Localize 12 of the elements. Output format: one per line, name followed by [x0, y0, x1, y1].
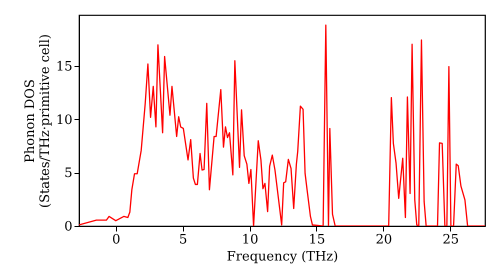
y-tick-label: 10	[56, 112, 72, 128]
x-tick-label: 25	[442, 232, 459, 248]
y-axis-title: Phonon DOS (States/THz·primitive cell)	[22, 34, 53, 208]
x-tick-label: 5	[179, 232, 188, 248]
x-tick-label: 0	[112, 232, 120, 248]
x-axis-title: Frequency (THz)	[226, 250, 338, 264]
y-tick-label: 5	[64, 166, 72, 182]
y-tick-label: 15	[56, 60, 72, 75]
x-tick-label: 20	[376, 232, 392, 248]
y-tick-label: 0	[64, 220, 72, 234]
x-tick-label: 15	[308, 232, 326, 248]
x-tick-label: 10	[242, 232, 258, 248]
